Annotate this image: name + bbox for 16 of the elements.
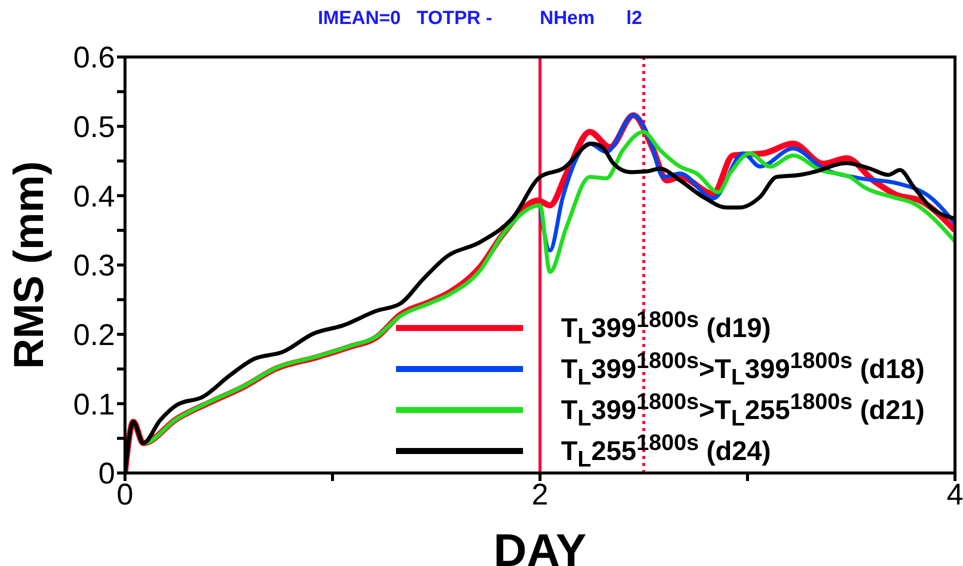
text: T$_{L}$399$^{1800s}$>T$_{L}$255$^{1800s}$ (d21)	[561, 388, 925, 430]
y-tick-label: 0.1	[73, 388, 115, 422]
legend-label: T$_{L}$399$^{1800s}$ (d19)	[561, 306, 771, 348]
x-tick-label: 2	[532, 478, 548, 512]
y-tick-label: 0.2	[73, 318, 115, 352]
text: T$_{L}$399$^{1800s}$>T$_{L}$399$^{1800s}$ (d18)	[561, 348, 925, 390]
y-tick-label: 0.5	[73, 110, 115, 144]
x-tick-label: 4	[946, 478, 963, 512]
legend-label: T$_{L}$255$^{1800s}$ (d24)	[561, 430, 771, 472]
x-axis-title: DAY	[494, 524, 586, 566]
chart-title: IMEAN=0 TOTPR - NHem l2	[316, 8, 644, 30]
y-tick-label: 0.3	[73, 250, 115, 283]
y-axis-title: RMS (mm)	[4, 161, 52, 369]
y-tick-label: 0.4	[73, 180, 115, 214]
y-tick-label: 0	[98, 458, 115, 491]
y-tick-label: 0.6	[73, 42, 115, 75]
